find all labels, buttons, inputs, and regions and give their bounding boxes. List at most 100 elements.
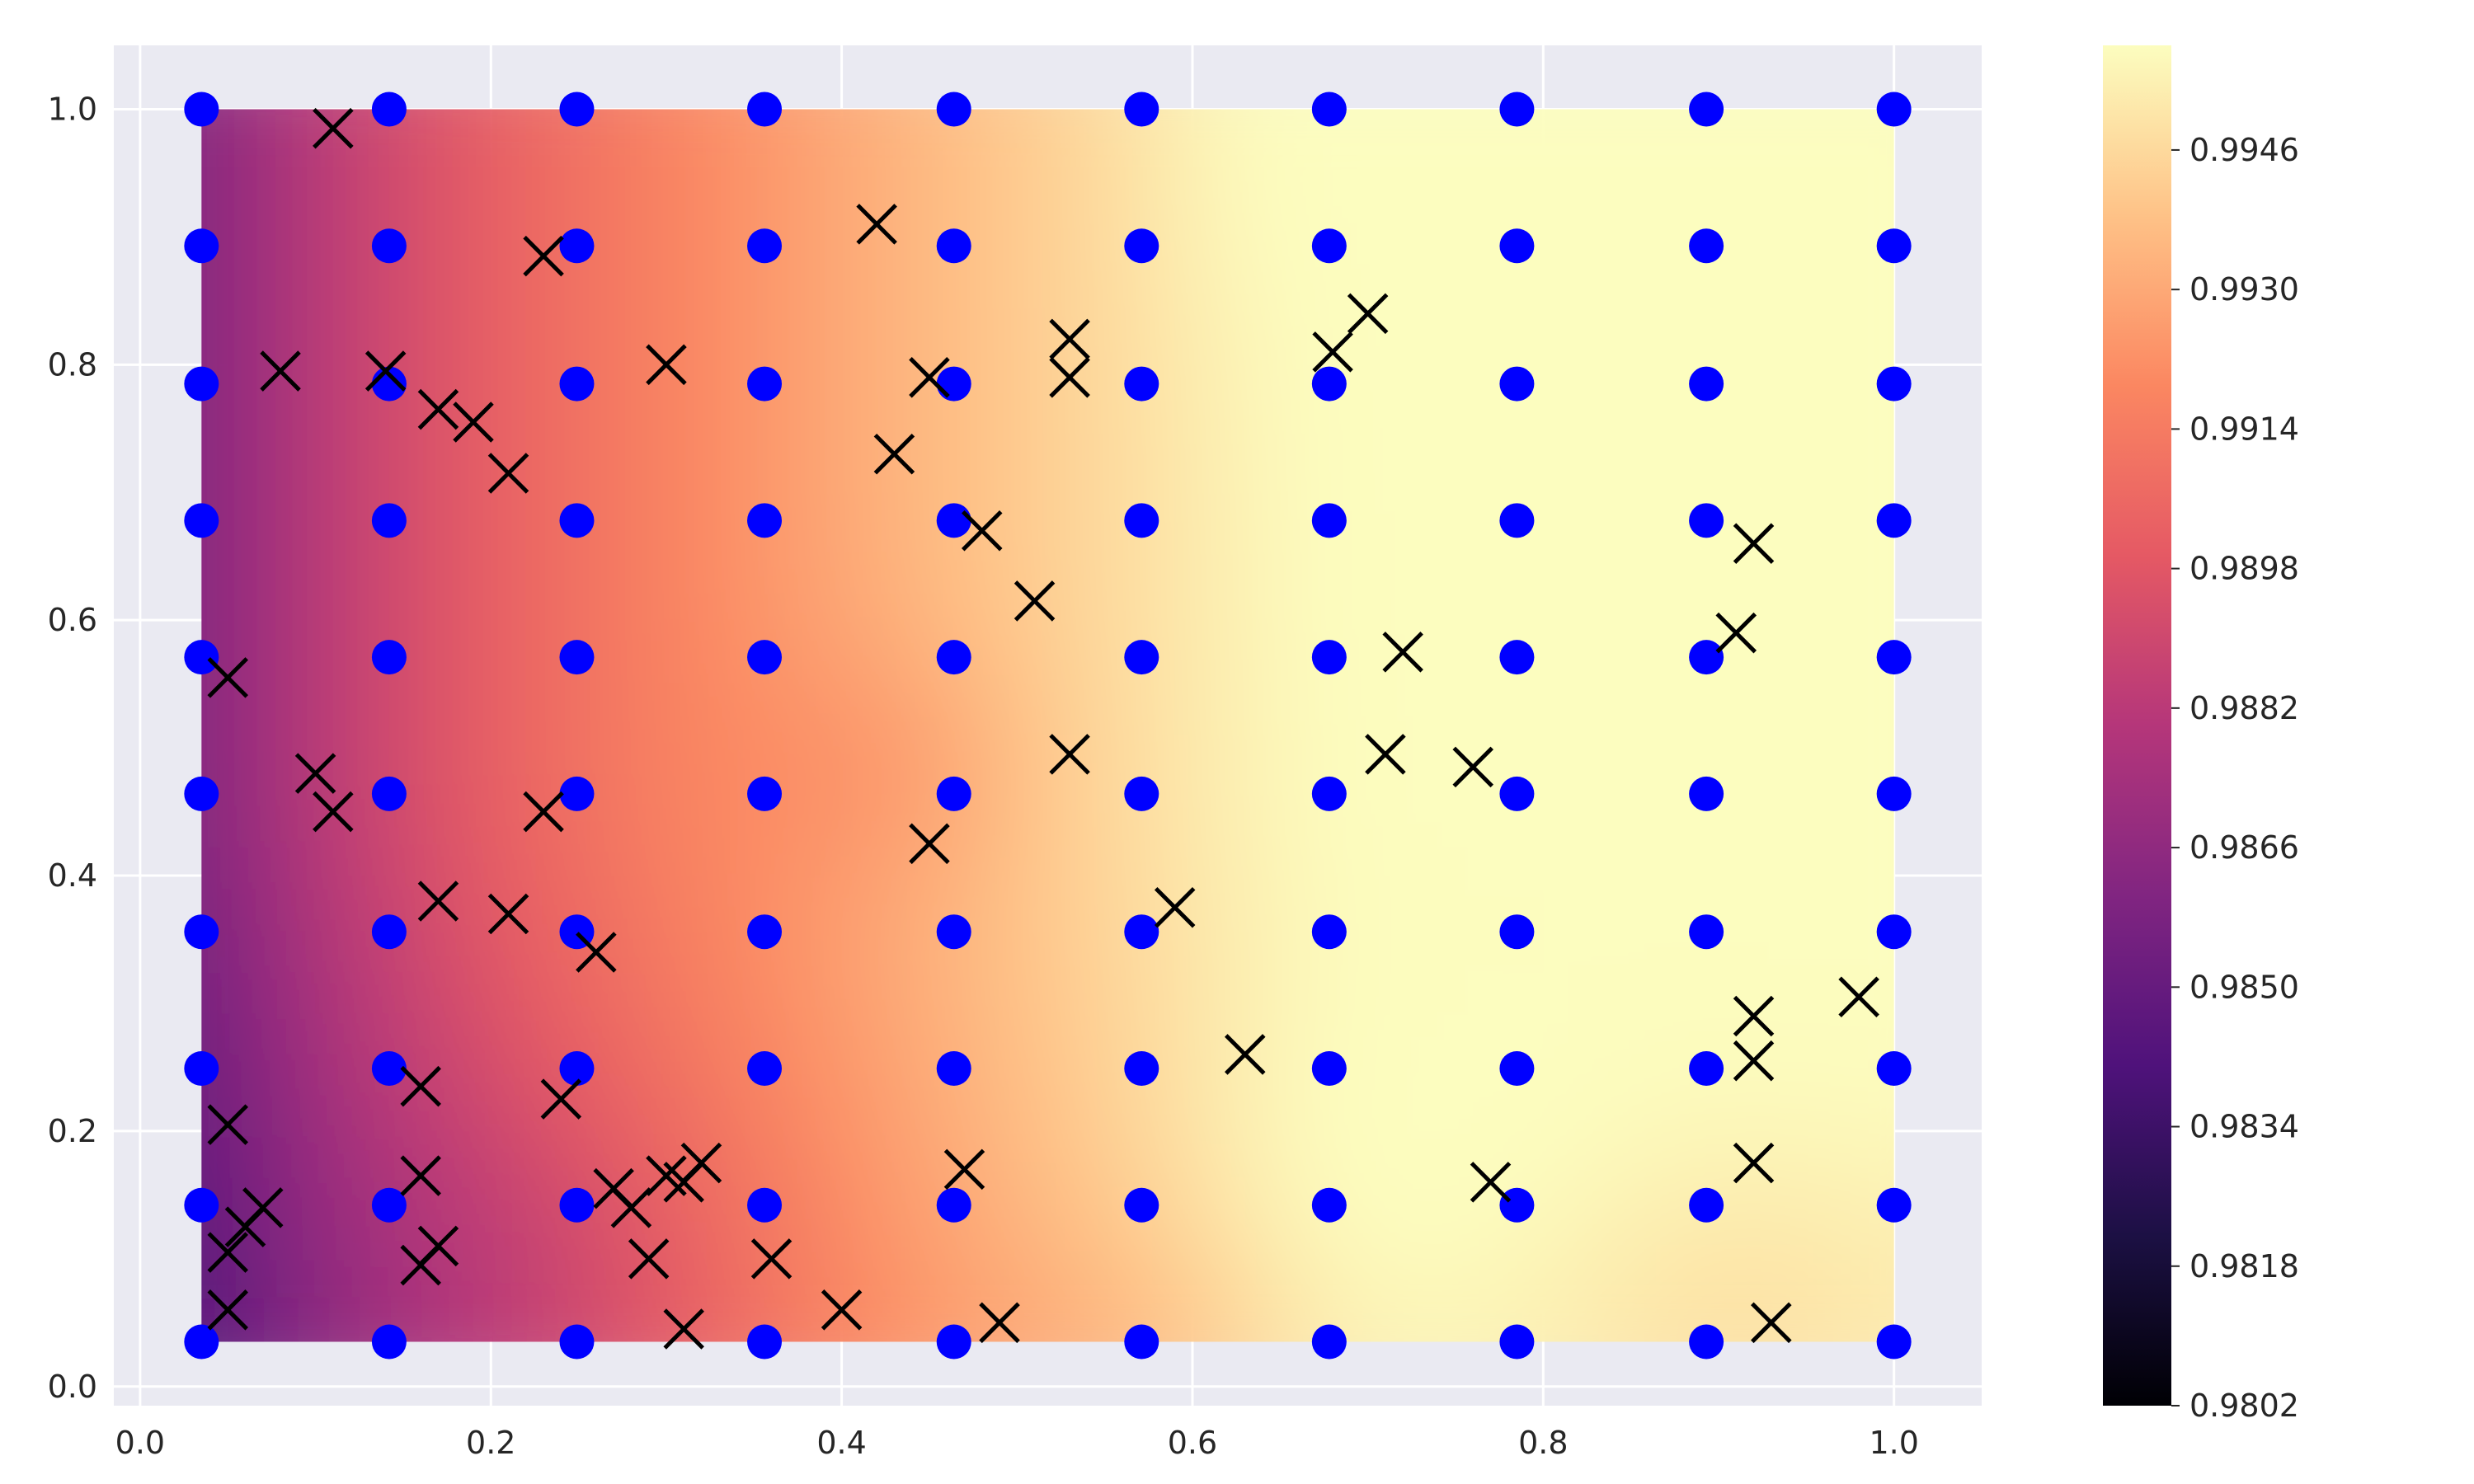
grid-point	[1311, 640, 1347, 675]
grid-point	[747, 1050, 783, 1086]
grid-point	[1876, 914, 1912, 950]
sample-point	[540, 1078, 582, 1120]
grid-point	[747, 914, 783, 950]
colorbar-tick-label: 0.9802	[2189, 1388, 2299, 1424]
grid-point	[747, 1187, 783, 1223]
sample-point	[417, 388, 459, 430]
grid-point	[559, 503, 595, 538]
grid-point	[747, 640, 783, 675]
grid-point	[747, 503, 783, 538]
sample-point	[1715, 612, 1757, 654]
grid-point	[936, 92, 971, 127]
grid-point	[1124, 92, 1159, 127]
sample-point	[417, 881, 459, 922]
grid-point	[1689, 1050, 1724, 1086]
sample-point	[979, 1302, 1020, 1344]
grid-point	[559, 776, 595, 811]
x-tick-label: 0.0	[115, 1425, 165, 1461]
sample-point	[856, 204, 897, 245]
colorbar-ticks: 0.9802 0.9818 0.9834 0.9850 0.9866 0.9882 0.98…	[2171, 132, 2299, 1424]
grid-point	[936, 228, 971, 264]
sample-point	[610, 1187, 652, 1228]
grid-point	[1876, 92, 1912, 127]
y-tick-label: 0.0	[48, 1369, 97, 1405]
sample-point	[1733, 995, 1775, 1037]
sample-point	[400, 1065, 441, 1107]
grid-point	[1311, 776, 1347, 811]
grid-point	[936, 1050, 971, 1086]
grid-point	[1689, 914, 1724, 950]
grid-point	[1689, 228, 1724, 264]
grid-point	[1124, 1187, 1159, 1223]
sample-point	[365, 350, 407, 392]
grid-point	[1876, 503, 1912, 538]
grid-point	[559, 640, 595, 675]
grid-point	[559, 366, 595, 402]
grid-point	[184, 914, 219, 950]
grid-point	[559, 1187, 595, 1223]
grid-point	[936, 1187, 971, 1223]
sample-point	[1470, 1162, 1512, 1203]
colorbar-tick-label: 0.9946	[2189, 132, 2299, 168]
sample-point	[1733, 1040, 1775, 1082]
sample-point	[1382, 632, 1423, 673]
sample-point	[663, 1162, 704, 1203]
grid-point	[184, 776, 219, 811]
grid-point	[1311, 914, 1347, 950]
grid-point	[184, 1187, 219, 1223]
sample-point	[873, 434, 915, 475]
grid-point	[559, 1324, 595, 1360]
colorbar-tick-label: 0.9930	[2189, 271, 2299, 308]
sample-point	[207, 1232, 249, 1273]
sample-point	[1751, 1302, 1792, 1344]
colorbar-tick-label: 0.9850	[2189, 969, 2299, 1005]
colorbar-tick-label: 0.9882	[2189, 690, 2299, 726]
grid-point	[1124, 1324, 1159, 1360]
colorbar-tick-label: 0.9834	[2189, 1109, 2299, 1145]
grid-point	[371, 1050, 407, 1086]
grid-point	[184, 640, 219, 675]
grid-point	[747, 92, 783, 127]
grid-point	[1689, 366, 1724, 402]
grid-point	[1499, 92, 1535, 127]
y-tick-label: 0.6	[48, 602, 97, 638]
sample-point	[1014, 580, 1056, 622]
grid-point	[1689, 640, 1724, 675]
y-tick-label: 0.8	[48, 346, 97, 383]
grid-point	[1689, 92, 1724, 127]
x-tick-label: 1.0	[1869, 1425, 1918, 1461]
sample-point	[1733, 523, 1775, 564]
grid-point	[184, 228, 219, 264]
grid-point	[1499, 914, 1535, 950]
grid-point	[1499, 366, 1535, 402]
grid-point	[1311, 1050, 1347, 1086]
grid-point	[1689, 503, 1724, 538]
grid-point	[1876, 1050, 1912, 1086]
grid-point	[936, 1324, 971, 1360]
grid-point	[371, 914, 407, 950]
sample-point	[400, 1155, 441, 1196]
grid-point	[1876, 1187, 1912, 1223]
grid-point	[1499, 1050, 1535, 1086]
x-tick-label: 0.8	[1518, 1425, 1568, 1461]
grid-point	[1499, 228, 1535, 264]
grid-point	[936, 366, 971, 402]
y-axis-ticks: 0.0 0.2 0.4 0.6 0.8 1.0	[48, 91, 97, 1404]
grid-point	[1124, 503, 1159, 538]
sample-point	[523, 235, 564, 277]
sample-point	[628, 1238, 670, 1280]
grid-point	[936, 914, 971, 950]
sample-point	[313, 791, 354, 833]
grid-point	[936, 640, 971, 675]
grid-point	[1499, 1187, 1535, 1223]
grid-point	[1311, 503, 1347, 538]
sample-point	[961, 510, 1003, 552]
sample-point	[943, 1148, 985, 1190]
sample-point	[576, 932, 617, 973]
x-tick-label: 0.4	[816, 1425, 866, 1461]
sample-point	[487, 453, 529, 494]
grid-point	[184, 1050, 219, 1086]
sample-point	[207, 1289, 249, 1331]
grid-point	[184, 366, 219, 402]
sample-point	[294, 753, 336, 794]
